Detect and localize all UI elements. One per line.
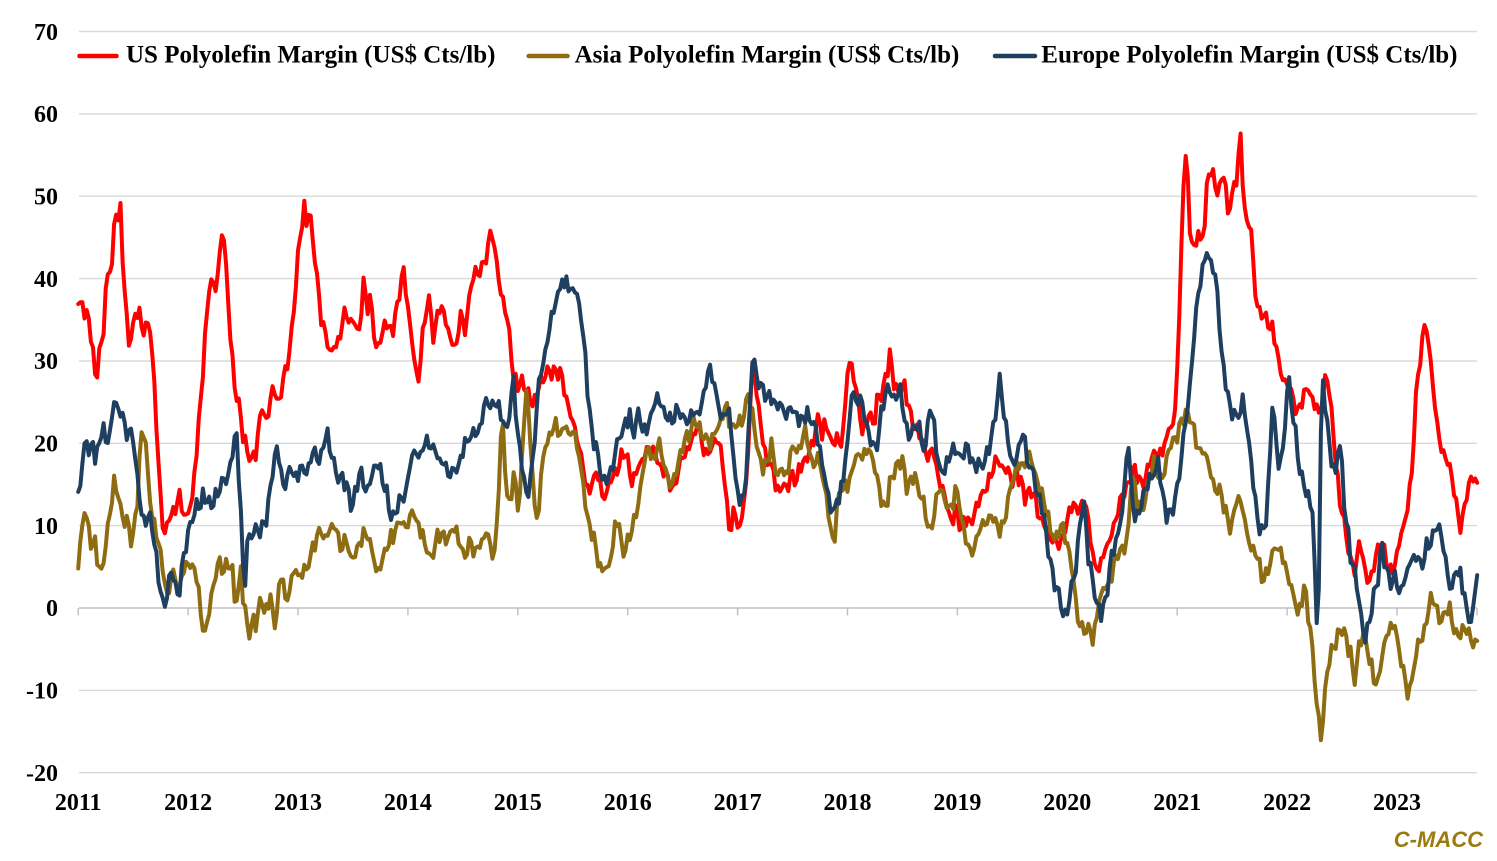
svg-text:0: 0 [46,596,58,622]
svg-text:-20: -20 [26,761,58,787]
svg-text:US Polyolefin Margin (US$ Cts/: US Polyolefin Margin (US$ Cts/lb) [126,42,495,69]
svg-text:2012: 2012 [164,790,212,816]
svg-text:2020: 2020 [1043,790,1091,816]
svg-text:2011: 2011 [55,790,102,816]
svg-text:2015: 2015 [494,790,542,816]
svg-text:50: 50 [34,184,58,210]
svg-text:30: 30 [34,349,58,375]
svg-text:2017: 2017 [714,790,762,816]
svg-text:2014: 2014 [384,790,432,816]
svg-text:Asia Polyolefin Margin (US$ Ct: Asia Polyolefin Margin (US$ Cts/lb) [575,42,960,69]
svg-text:C-MACC: C-MACC [1394,827,1484,852]
svg-text:2022: 2022 [1263,790,1311,816]
svg-text:40: 40 [34,267,58,293]
svg-text:2016: 2016 [604,790,652,816]
svg-text:2018: 2018 [824,790,872,816]
svg-text:60: 60 [34,102,58,128]
svg-text:70: 70 [34,20,58,46]
svg-text:2021: 2021 [1153,790,1201,816]
svg-text:Europe Polyolefin Margin (US$: Europe Polyolefin Margin (US$ Cts/lb) [1041,42,1457,69]
svg-text:10: 10 [34,514,58,540]
svg-text:2023: 2023 [1373,790,1421,816]
svg-text:-10: -10 [26,679,58,705]
svg-text:2013: 2013 [274,790,322,816]
svg-text:20: 20 [34,432,58,458]
svg-text:2019: 2019 [933,790,981,816]
